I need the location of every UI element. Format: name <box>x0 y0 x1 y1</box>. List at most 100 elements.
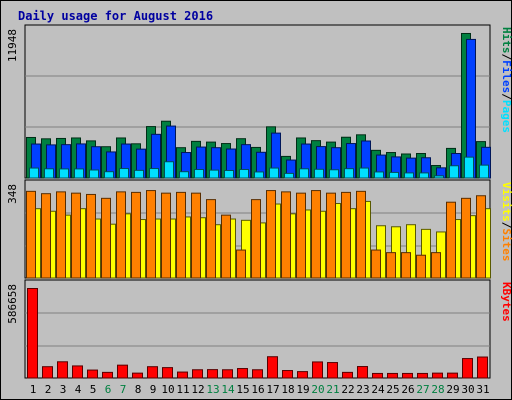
x-tick-22: 22 <box>341 383 354 396</box>
bar-kbytes-day-1 <box>27 288 38 379</box>
x-tick-8: 8 <box>135 383 142 396</box>
x-tick-28: 28 <box>431 383 444 396</box>
bar-sites-day-11 <box>176 191 186 279</box>
bar-pages-day-23 <box>359 167 369 179</box>
bar-kbytes-day-6 <box>102 371 113 379</box>
bar-pages-day-7 <box>119 168 129 179</box>
bar-sites-day-2 <box>41 193 51 279</box>
bar-kbytes-day-4 <box>72 365 83 379</box>
bar-pages-day-29 <box>449 165 459 179</box>
ymax-label-kbytes: 586658 <box>6 284 19 324</box>
x-tick-1: 1 <box>30 383 37 396</box>
bar-kbytes-day-2 <box>42 366 53 379</box>
legend-visits_sites: Visits/Sites <box>500 182 512 262</box>
bar-pages-day-15 <box>239 169 249 179</box>
x-tick-17: 17 <box>266 383 279 396</box>
bar-pages-day-31 <box>479 164 489 179</box>
bar-pages-day-24 <box>374 171 384 179</box>
bar-sites-day-15 <box>236 249 246 279</box>
x-tick-12: 12 <box>191 383 204 396</box>
x-tick-5: 5 <box>90 383 97 396</box>
bar-pages-day-21 <box>329 169 339 179</box>
legend-kbytes: KBytes <box>500 282 512 322</box>
bar-sites-day-23 <box>356 190 366 279</box>
x-tick-19: 19 <box>296 383 309 396</box>
bar-kbytes-day-20 <box>312 361 323 379</box>
bar-pages-day-30 <box>464 156 474 179</box>
bar-sites-day-31 <box>476 195 486 279</box>
bar-kbytes-day-3 <box>57 361 68 379</box>
bar-sites-day-6 <box>101 197 111 279</box>
bar-sites-day-1 <box>26 190 36 279</box>
legend-entry: / <box>500 93 512 100</box>
bar-sites-day-24 <box>371 249 381 279</box>
x-tick-18: 18 <box>281 383 294 396</box>
x-tick-7: 7 <box>120 383 127 396</box>
x-tick-16: 16 <box>251 383 264 396</box>
bar-kbytes-day-14 <box>222 369 233 379</box>
bar-pages-day-10 <box>164 161 174 179</box>
bar-sites-day-29 <box>446 201 456 279</box>
bar-pages-day-1 <box>29 167 39 179</box>
bar-kbytes-day-17 <box>267 356 278 379</box>
x-tick-14: 14 <box>221 383 235 396</box>
bar-kbytes-day-26 <box>402 372 413 379</box>
legend-entry: Pages <box>500 100 512 133</box>
x-tick-6: 6 <box>105 383 112 396</box>
bar-kbytes-day-7 <box>117 364 128 379</box>
bar-pages-day-6 <box>104 171 114 179</box>
panel-kbytes <box>24 279 491 379</box>
bar-kbytes-day-29 <box>447 372 458 379</box>
legend-entry: Hits <box>500 27 512 54</box>
bar-sites-day-27 <box>416 254 426 279</box>
bar-kbytes-day-28 <box>432 372 443 379</box>
bar-pages-day-22 <box>344 168 354 179</box>
x-tick-11: 11 <box>176 383 189 396</box>
x-tick-2: 2 <box>45 383 52 396</box>
x-tick-23: 23 <box>356 383 369 396</box>
bar-kbytes-day-11 <box>177 371 188 379</box>
bar-kbytes-day-15 <box>237 368 248 379</box>
bar-pages-day-28 <box>434 175 444 179</box>
chart-title: Daily usage for August 2016 <box>18 9 214 23</box>
bar-pages-day-5 <box>89 169 99 179</box>
bar-sites-day-16 <box>251 199 261 279</box>
bar-kbytes-day-16 <box>252 369 263 379</box>
x-tick-20: 20 <box>311 383 324 396</box>
legend-entry: Visits <box>500 182 512 222</box>
bar-sites-day-14 <box>221 214 231 279</box>
bar-pages-day-8 <box>134 169 144 179</box>
x-tick-26: 26 <box>401 383 414 396</box>
bar-kbytes-day-27 <box>417 372 428 379</box>
x-tick-21: 21 <box>326 383 339 396</box>
legend-entry: / <box>500 54 512 61</box>
x-tick-9: 9 <box>150 383 157 396</box>
bar-sites-day-20 <box>311 190 321 279</box>
bar-pages-day-13 <box>209 169 219 179</box>
x-tick-30: 30 <box>461 383 474 396</box>
bar-kbytes-day-10 <box>162 367 173 379</box>
bar-pages-day-25 <box>389 171 399 179</box>
bar-sites-day-9 <box>146 190 156 279</box>
x-tick-25: 25 <box>386 383 399 396</box>
bar-kbytes-day-8 <box>132 372 143 379</box>
bar-sites-day-12 <box>191 192 201 279</box>
bar-kbytes-day-18 <box>282 370 293 379</box>
bar-pages-day-16 <box>254 171 264 179</box>
bar-pages-day-12 <box>194 169 204 179</box>
bar-kbytes-day-9 <box>147 366 158 379</box>
bar-sites-day-7 <box>116 191 126 279</box>
x-tick-29: 29 <box>446 383 459 396</box>
bar-kbytes-day-31 <box>477 356 488 379</box>
bar-pages-day-14 <box>224 169 234 179</box>
bar-sites-day-19 <box>296 192 306 279</box>
bar-pages-day-26 <box>404 172 414 179</box>
x-tick-10: 10 <box>161 383 174 396</box>
bar-pages-day-19 <box>299 168 309 179</box>
bar-sites-day-3 <box>56 191 66 279</box>
x-tick-15: 15 <box>236 383 249 396</box>
bar-pages-day-2 <box>44 168 54 179</box>
bar-kbytes-day-13 <box>207 369 218 379</box>
bar-sites-day-28 <box>431 252 441 279</box>
